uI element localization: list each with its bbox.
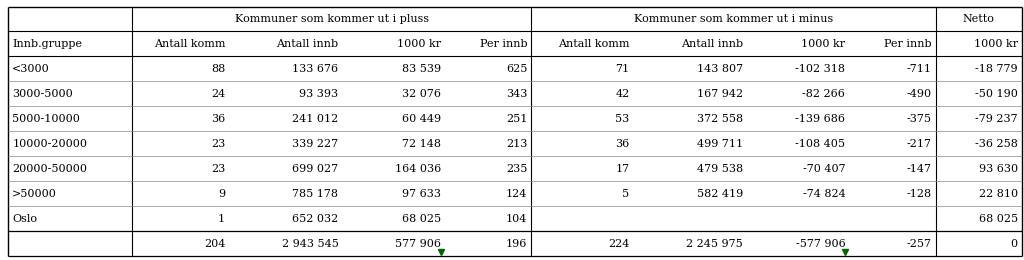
Text: 10000-20000: 10000-20000 xyxy=(12,139,87,149)
Text: Antall komm: Antall komm xyxy=(154,39,225,49)
Text: Innb.gruppe: Innb.gruppe xyxy=(12,39,82,49)
Text: -128: -128 xyxy=(906,189,932,199)
Text: 88: 88 xyxy=(211,64,225,74)
Text: 104: 104 xyxy=(506,214,527,224)
Text: 23: 23 xyxy=(211,164,225,174)
Text: 36: 36 xyxy=(211,114,225,124)
Text: 1000 kr: 1000 kr xyxy=(396,39,441,49)
Text: -577 906: -577 906 xyxy=(796,239,845,249)
Text: 652 032: 652 032 xyxy=(292,214,338,224)
Text: 42: 42 xyxy=(615,89,630,99)
Text: -79 237: -79 237 xyxy=(975,114,1018,124)
Text: 235: 235 xyxy=(506,164,527,174)
Text: 372 558: 372 558 xyxy=(696,114,742,124)
Text: 17: 17 xyxy=(615,164,630,174)
Text: 23: 23 xyxy=(211,139,225,149)
Text: 2 245 975: 2 245 975 xyxy=(686,239,742,249)
Text: -82 266: -82 266 xyxy=(803,89,845,99)
Text: -147: -147 xyxy=(906,164,932,174)
Text: 83 539: 83 539 xyxy=(401,64,441,74)
Text: -711: -711 xyxy=(906,64,932,74)
Text: -375: -375 xyxy=(906,114,932,124)
Text: 577 906: 577 906 xyxy=(395,239,441,249)
Text: -217: -217 xyxy=(906,139,932,149)
Text: Oslo: Oslo xyxy=(12,214,37,224)
Text: 1000 kr: 1000 kr xyxy=(974,39,1018,49)
Text: Per innb: Per innb xyxy=(884,39,932,49)
Text: 582 419: 582 419 xyxy=(696,189,742,199)
Text: 167 942: 167 942 xyxy=(696,89,742,99)
Text: 133 676: 133 676 xyxy=(292,64,338,74)
Text: 68 025: 68 025 xyxy=(401,214,441,224)
Text: 343: 343 xyxy=(506,89,527,99)
Text: Kommuner som kommer ut i pluss: Kommuner som kommer ut i pluss xyxy=(234,14,429,24)
Text: Per innb: Per innb xyxy=(479,39,527,49)
Text: -50 190: -50 190 xyxy=(975,89,1018,99)
Text: 5000-10000: 5000-10000 xyxy=(12,114,80,124)
Text: 53: 53 xyxy=(615,114,630,124)
Text: 213: 213 xyxy=(506,139,527,149)
Text: 1: 1 xyxy=(218,214,225,224)
Text: 499 711: 499 711 xyxy=(696,139,742,149)
Text: 3000-5000: 3000-5000 xyxy=(12,89,73,99)
Text: 9: 9 xyxy=(218,189,225,199)
Text: -70 407: -70 407 xyxy=(803,164,845,174)
Text: 339 227: 339 227 xyxy=(292,139,338,149)
Text: -490: -490 xyxy=(906,89,932,99)
Text: 479 538: 479 538 xyxy=(696,164,742,174)
Text: -18 779: -18 779 xyxy=(975,64,1018,74)
Text: 196: 196 xyxy=(506,239,527,249)
Text: 97 633: 97 633 xyxy=(401,189,441,199)
Text: 224: 224 xyxy=(608,239,630,249)
Text: 20000-50000: 20000-50000 xyxy=(12,164,87,174)
Text: 251: 251 xyxy=(506,114,527,124)
Text: -139 686: -139 686 xyxy=(796,114,845,124)
Text: -108 405: -108 405 xyxy=(796,139,845,149)
Text: 625: 625 xyxy=(506,64,527,74)
Text: >50000: >50000 xyxy=(12,189,57,199)
Text: Antall innb: Antall innb xyxy=(276,39,338,49)
Text: 93 393: 93 393 xyxy=(299,89,338,99)
Text: 164 036: 164 036 xyxy=(394,164,441,174)
Text: 1000 kr: 1000 kr xyxy=(801,39,845,49)
Text: 2 943 545: 2 943 545 xyxy=(282,239,338,249)
Text: 22 810: 22 810 xyxy=(979,189,1018,199)
Text: 124: 124 xyxy=(506,189,527,199)
Text: 204: 204 xyxy=(204,239,225,249)
Text: -36 258: -36 258 xyxy=(975,139,1018,149)
Text: 36: 36 xyxy=(615,139,630,149)
Text: 0: 0 xyxy=(1011,239,1018,249)
Text: 699 027: 699 027 xyxy=(292,164,338,174)
Text: -257: -257 xyxy=(906,239,932,249)
Text: 241 012: 241 012 xyxy=(292,114,338,124)
Text: Antall komm: Antall komm xyxy=(558,39,630,49)
Text: 143 807: 143 807 xyxy=(696,64,742,74)
Text: Netto: Netto xyxy=(963,14,994,24)
Text: 93 630: 93 630 xyxy=(979,164,1018,174)
Text: -102 318: -102 318 xyxy=(796,64,845,74)
Text: 5: 5 xyxy=(623,189,630,199)
Text: 785 178: 785 178 xyxy=(293,189,338,199)
Text: Kommuner som kommer ut i minus: Kommuner som kommer ut i minus xyxy=(634,14,834,24)
Text: -74 824: -74 824 xyxy=(803,189,845,199)
Text: 71: 71 xyxy=(615,64,630,74)
Text: <3000: <3000 xyxy=(12,64,50,74)
Text: 24: 24 xyxy=(211,89,225,99)
Text: 72 148: 72 148 xyxy=(401,139,441,149)
Text: 60 449: 60 449 xyxy=(401,114,441,124)
Text: 32 076: 32 076 xyxy=(401,89,441,99)
Text: Antall innb: Antall innb xyxy=(681,39,742,49)
Text: 68 025: 68 025 xyxy=(979,214,1018,224)
